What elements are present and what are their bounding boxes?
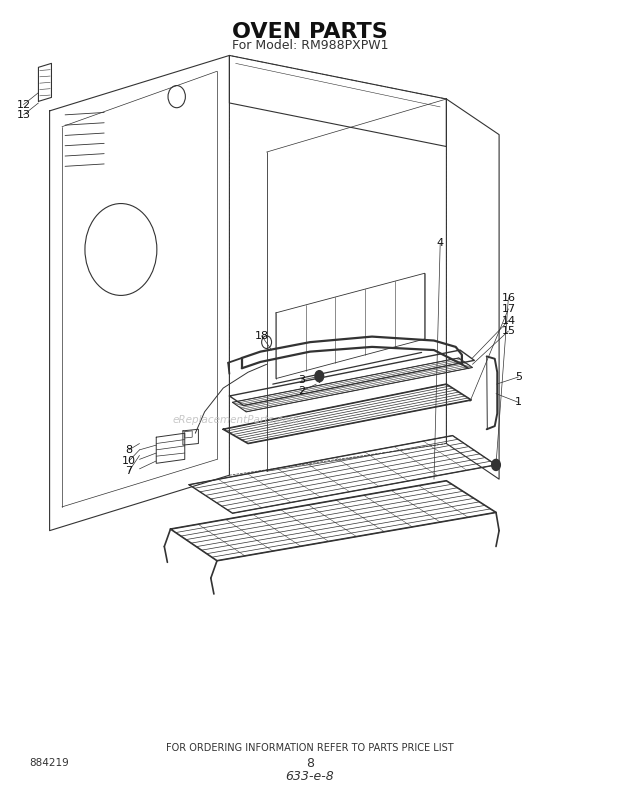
Text: 8: 8 [125, 445, 133, 455]
Text: 1: 1 [515, 398, 522, 407]
Text: eReplacementParts.com: eReplacementParts.com [172, 415, 299, 425]
Text: For Model: RM988PXPW1: For Model: RM988PXPW1 [232, 40, 388, 52]
Text: 7: 7 [125, 466, 133, 476]
Text: FOR ORDERING INFORMATION REFER TO PARTS PRICE LIST: FOR ORDERING INFORMATION REFER TO PARTS … [166, 744, 454, 753]
Text: 16: 16 [502, 293, 515, 303]
Text: OVEN PARTS: OVEN PARTS [232, 21, 388, 42]
Text: 18: 18 [255, 331, 268, 341]
Circle shape [315, 371, 324, 382]
Text: 3: 3 [298, 375, 305, 385]
Text: 4: 4 [436, 238, 444, 248]
Text: 10: 10 [122, 456, 136, 466]
Text: 2: 2 [298, 386, 305, 396]
Text: 14: 14 [502, 316, 515, 326]
Text: 633-e-8: 633-e-8 [286, 770, 334, 782]
Text: 17: 17 [502, 304, 515, 314]
Text: 5: 5 [515, 372, 522, 382]
Text: 13: 13 [17, 110, 30, 120]
Text: 8: 8 [306, 757, 314, 770]
Text: 12: 12 [17, 100, 30, 109]
Text: 15: 15 [502, 326, 515, 336]
Circle shape [492, 459, 500, 470]
Text: 884219: 884219 [30, 759, 69, 768]
